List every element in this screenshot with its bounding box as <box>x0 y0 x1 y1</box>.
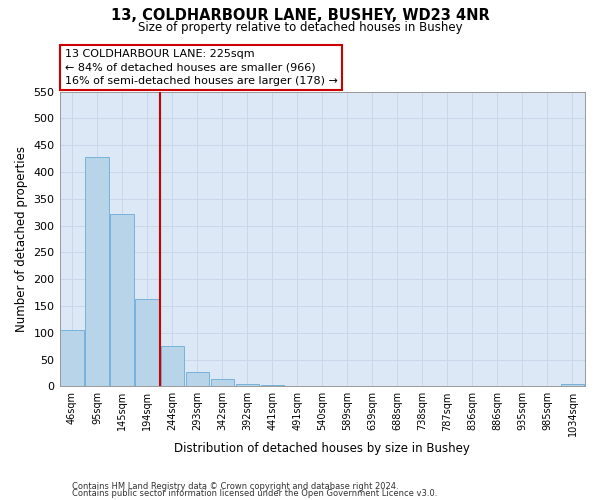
Text: 13, COLDHARBOUR LANE, BUSHEY, WD23 4NR: 13, COLDHARBOUR LANE, BUSHEY, WD23 4NR <box>110 8 490 22</box>
Bar <box>161 346 184 387</box>
Bar <box>110 214 134 386</box>
Text: 13 COLDHARBOUR LANE: 225sqm
← 84% of detached houses are smaller (966)
16% of se: 13 COLDHARBOUR LANE: 225sqm ← 84% of det… <box>65 50 338 86</box>
Text: Contains HM Land Registry data © Crown copyright and database right 2024.: Contains HM Land Registry data © Crown c… <box>72 482 398 491</box>
Bar <box>136 299 159 386</box>
X-axis label: Distribution of detached houses by size in Bushey: Distribution of detached houses by size … <box>175 442 470 455</box>
Bar <box>561 384 584 386</box>
Text: Size of property relative to detached houses in Bushey: Size of property relative to detached ho… <box>137 21 463 34</box>
Bar <box>61 330 83 386</box>
Text: Contains public sector information licensed under the Open Government Licence v3: Contains public sector information licen… <box>72 490 437 498</box>
Bar <box>85 157 109 386</box>
Bar <box>185 372 209 386</box>
Bar <box>236 384 259 386</box>
Bar <box>211 379 234 386</box>
Y-axis label: Number of detached properties: Number of detached properties <box>15 146 28 332</box>
